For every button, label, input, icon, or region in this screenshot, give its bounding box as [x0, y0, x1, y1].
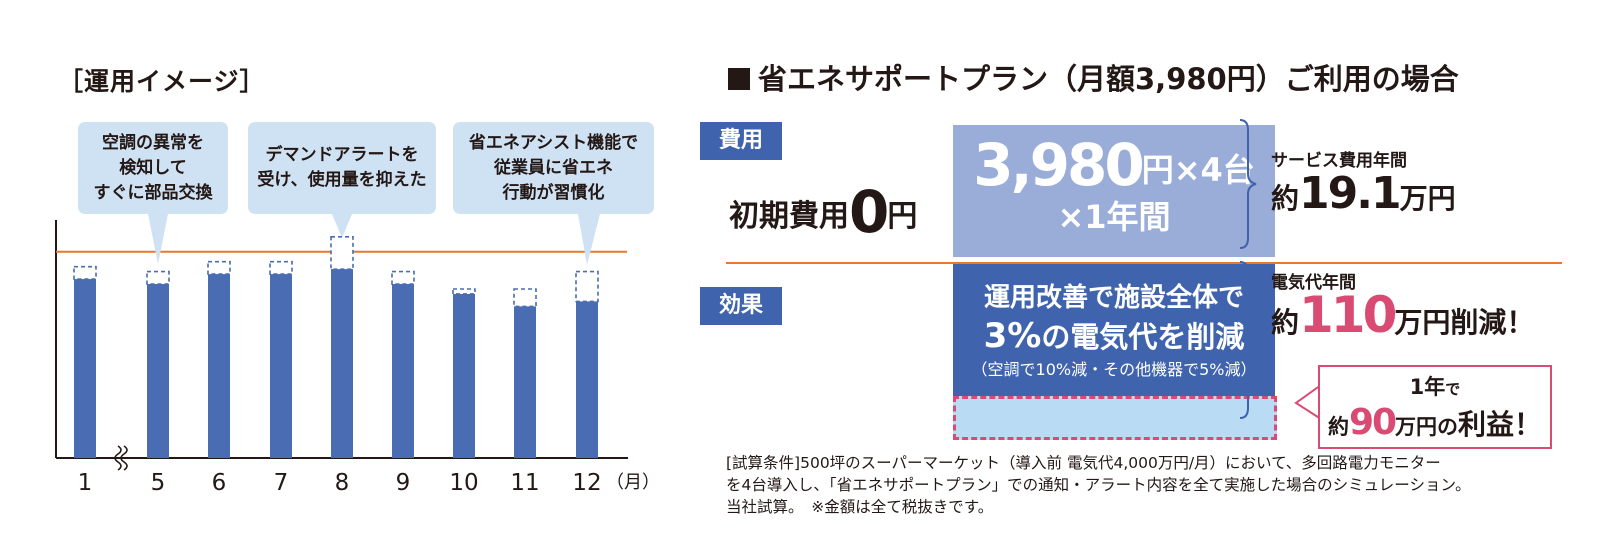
- x-tick-label: 7: [274, 470, 289, 496]
- x-tick-label: 8: [335, 470, 350, 496]
- initial-cost: 初期費用0円: [729, 178, 917, 246]
- x-tick-label: 5: [151, 470, 166, 496]
- profit-prefix: 約: [1327, 415, 1349, 439]
- callout-line: デマンドアラートを: [265, 145, 419, 165]
- elec-amount: 110: [1299, 286, 1397, 344]
- x-tick-label: 12: [572, 470, 601, 496]
- bar-9: [392, 284, 414, 458]
- x-tick-label: 11: [510, 470, 539, 496]
- x-tick-label: 9: [396, 470, 411, 496]
- bar-8: [331, 269, 353, 458]
- effect-brace: [1239, 261, 1257, 419]
- x-tick-label: 10: [449, 470, 478, 496]
- axis-break-mark: [114, 445, 122, 471]
- elec-label: 電気代年間: [1271, 273, 1356, 293]
- bar-dashed-before-6: [207, 260, 231, 275]
- profit-year: 1年: [1409, 375, 1446, 399]
- service-prefix: 約: [1271, 182, 1300, 215]
- service-amount-line: 約19.1万円: [1271, 168, 1456, 219]
- effect-tag: 効果: [700, 287, 782, 325]
- bar-dashed-before-9: [391, 270, 415, 285]
- bar-12: [576, 301, 598, 458]
- bar-6: [208, 274, 230, 458]
- effect-box: 運用改善で施設全体で 3%の電気代を削減 （空調で10%減・その他機器で5%減）: [953, 264, 1275, 396]
- service-unit: 万円: [1399, 182, 1456, 215]
- x-unit-label: （月）: [606, 472, 660, 493]
- profit-unit: 万円: [1395, 415, 1438, 439]
- note-line: を4台導入し、「省エネサポートプラン」での通知・アラート内容を全て実施した場合の…: [726, 476, 1471, 494]
- callout-line: 行動が習慣化: [502, 182, 605, 203]
- initial-cost-amount: 0: [849, 178, 889, 246]
- bar-dashed-before-8: [330, 236, 354, 270]
- bar-10: [453, 293, 475, 458]
- callout-line: 検知して: [119, 157, 187, 178]
- elec-suffix: 万円削減！: [1394, 306, 1535, 339]
- x-tick-label: 1: [78, 470, 93, 496]
- service-label: サービス費用年間: [1271, 151, 1407, 171]
- brace-graphics: [1239, 119, 1257, 419]
- callout-line: 空調の異常を: [102, 132, 204, 153]
- operation-title: ［運用イメージ］: [58, 67, 266, 96]
- effect-line2: の電気代を削減: [1041, 320, 1245, 354]
- bar-dashed-before-5: [146, 270, 170, 285]
- callout-tail: [578, 214, 600, 265]
- bar-11: [514, 306, 536, 458]
- bar-dashed-before-1: [73, 265, 97, 280]
- initial-cost-label: 初期費用: [729, 199, 849, 234]
- callout-line: 受け、使用量を抑えた: [257, 170, 427, 190]
- effect-note: （空調で10%減・その他機器で5%減）: [971, 360, 1257, 379]
- bar-dashed-before-12: [575, 270, 599, 303]
- callout-aircon-repair: 空調の異常を 検知して すぐに部品交換: [78, 122, 228, 214]
- bar-dashed-before-11: [513, 288, 537, 308]
- elec-amount-line: 約110万円削減！: [1271, 286, 1534, 344]
- callout-line: 従業員に省エネ: [494, 157, 613, 178]
- divider-line: [726, 262, 1562, 264]
- bar-1: [74, 279, 96, 458]
- profit-de: で: [1445, 380, 1461, 398]
- plan-title-text: 省エネサポートプラン（月額3,980円）ご利用の場合: [758, 62, 1459, 96]
- callout-line: すぐに部品交換: [93, 182, 213, 203]
- bar-dashed-before-10: [452, 288, 476, 295]
- profit-callout: 1年で 約90万円の利益！: [1318, 365, 1552, 449]
- callout-assist-habit: 省エネアシスト機能で 従業員に省エネ 行動が習慣化: [453, 122, 654, 214]
- square-bullet-icon: [728, 68, 750, 90]
- axis-break-mark: [120, 445, 128, 471]
- usage-bar-chart: 1 5 6 7 8 9 10 11 12 （月）: [55, 214, 660, 496]
- callout-tail: [332, 214, 352, 238]
- cost-period: ×1年間: [1057, 198, 1171, 236]
- callout-pointer: [1294, 384, 1322, 420]
- bar-7: [270, 274, 292, 458]
- callout-demand-alert: デマンドアラートを 受け、使用量を抑えた: [248, 122, 436, 214]
- x-tick-label: 6: [212, 470, 227, 496]
- profit-tail: 利益！: [1458, 408, 1543, 441]
- cost-tag: 費用: [700, 122, 782, 160]
- plan-title: 省エネサポートプラン（月額3,980円）ご利用の場合: [728, 56, 1459, 98]
- profit-amount: 90: [1348, 402, 1397, 443]
- callout-line: 省エネアシスト機能で: [468, 132, 639, 153]
- monthly-price: 3,980: [973, 131, 1144, 199]
- monthly-cost-box: 3,980円×4台 ×1年間: [953, 125, 1275, 257]
- note-line: [試算条件]500坪のスーパーマーケット（導入前 電気代4,000万円/月）にお…: [726, 454, 1441, 472]
- profit-no: の: [1437, 415, 1459, 439]
- cost-brace: [1239, 119, 1257, 249]
- initial-cost-unit: 円: [887, 199, 918, 234]
- effect-line1: 運用改善で施設全体で: [983, 283, 1244, 313]
- note-line: 当社試算。 ※金額は全て税抜きです。: [726, 498, 994, 516]
- callout-tail: [148, 214, 168, 264]
- elec-prefix: 約: [1271, 306, 1300, 339]
- bar-5: [147, 284, 169, 458]
- bar-dashed-before-7: [269, 260, 293, 275]
- profit-dashed-box: [953, 396, 1277, 440]
- service-amount: 19.1: [1299, 168, 1402, 219]
- monthly-suffix: 円×4台: [1141, 151, 1255, 189]
- trial-conditions-note: [試算条件]500坪のスーパーマーケット（導入前 電気代4,000万円/月）にお…: [726, 452, 1471, 518]
- effect-percent: 3%: [983, 316, 1042, 356]
